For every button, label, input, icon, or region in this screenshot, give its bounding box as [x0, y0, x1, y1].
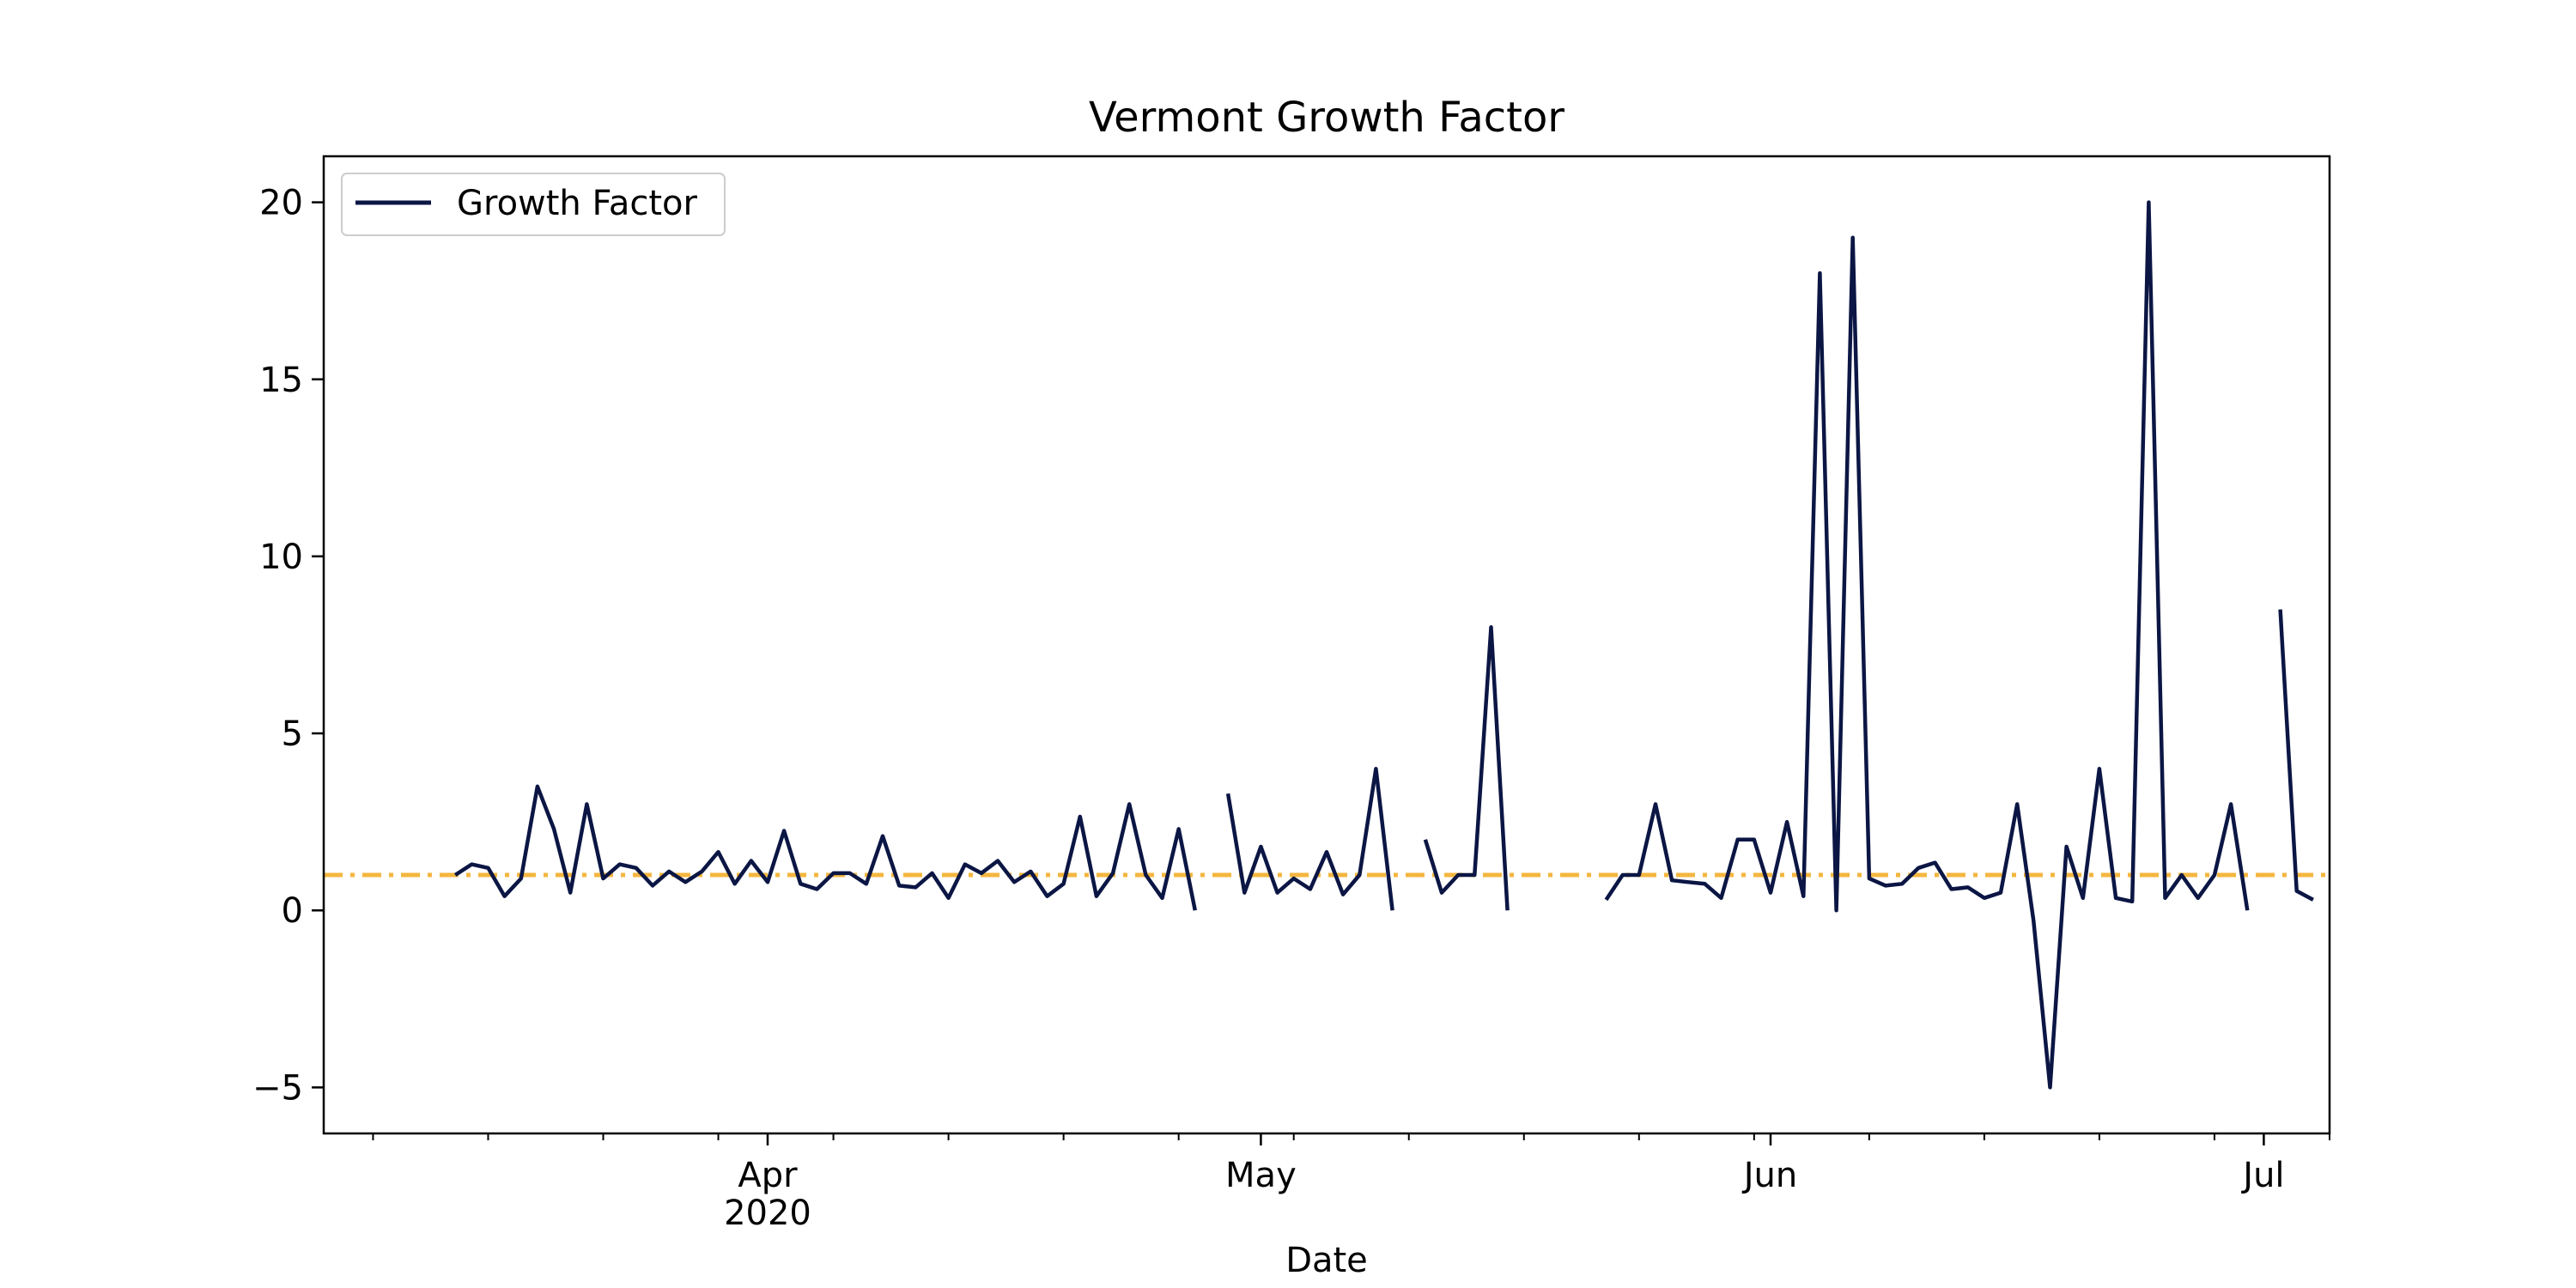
series-line-segment	[1225, 767, 1394, 911]
y-tick-label: 20	[259, 184, 303, 223]
chart-title: Vermont Growth Factor	[1089, 94, 1564, 142]
y-tick-label: −5	[252, 1068, 303, 1108]
x-axis-title: Date	[1285, 1241, 1368, 1280]
x-tick-year-label: 2020	[724, 1194, 811, 1233]
legend: Growth Factor	[341, 173, 726, 236]
y-tick-label: 10	[259, 538, 303, 577]
y-tick-label: 5	[282, 714, 303, 754]
series-line-segment	[1423, 625, 1510, 911]
y-tick-label: 15	[259, 361, 303, 400]
x-tick-label: May	[1225, 1156, 1297, 1195]
series-line-segment	[1604, 200, 2250, 1090]
axes-frame	[322, 155, 2331, 1135]
x-tick-label: Jul	[2240, 1156, 2284, 1195]
y-tick-label: 0	[282, 891, 303, 931]
plot-area	[324, 200, 2330, 1090]
x-tick-label: Apr	[738, 1156, 798, 1195]
legend-label-growth-factor: Growth Factor	[457, 184, 697, 223]
x-tick-label: Jun	[1741, 1156, 1798, 1195]
legend-box	[341, 173, 726, 236]
series-line-segment	[453, 784, 1198, 911]
series-line-segment	[2278, 609, 2314, 902]
y-axis: −5 0 5 10 15 20	[252, 184, 324, 1108]
